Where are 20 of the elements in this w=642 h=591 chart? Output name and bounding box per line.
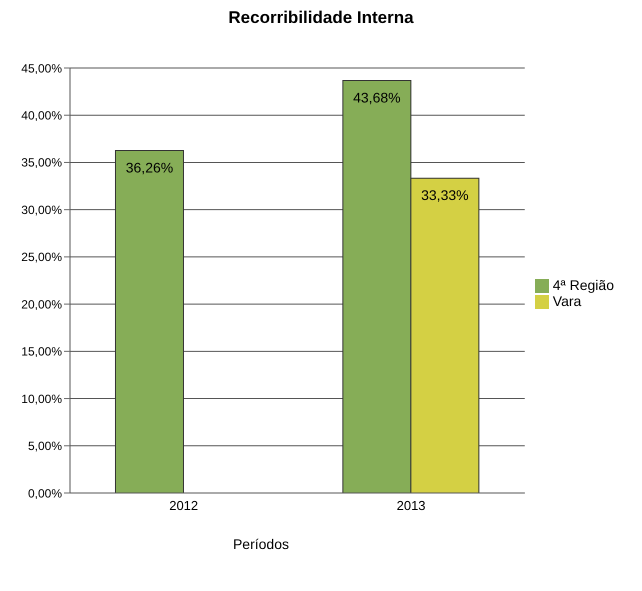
y-tick-label: 10,00%	[21, 392, 62, 406]
y-tick-label: 30,00%	[21, 202, 62, 217]
y-tick-label: 25,00%	[21, 250, 62, 264]
y-tick-label: 0,00%	[28, 486, 62, 500]
y-tick-label: 40,00%	[21, 108, 62, 122]
y-tick-label: 35,00%	[21, 156, 62, 170]
bar	[114, 150, 184, 493]
chart-title: Recorribilidade Interna	[227, 8, 415, 28]
y-tick-label: 20,00%	[21, 297, 62, 312]
y-tick-label: 5,00%	[28, 439, 62, 454]
x-axis-title: Períodos	[232, 536, 290, 552]
legend-label: 4ª Região	[552, 276, 614, 293]
y-tick-label: 15,00%	[21, 344, 62, 359]
data-label: 33,33%	[421, 187, 469, 204]
legend-label: Vara	[552, 293, 582, 309]
y-tick-label: 45,00%	[21, 61, 62, 76]
x-tick-label: 2013	[396, 498, 426, 514]
x-tick-label: 2012	[169, 498, 198, 514]
data-label: 36,26%	[126, 160, 174, 176]
data-label: 43,68%	[353, 89, 401, 106]
